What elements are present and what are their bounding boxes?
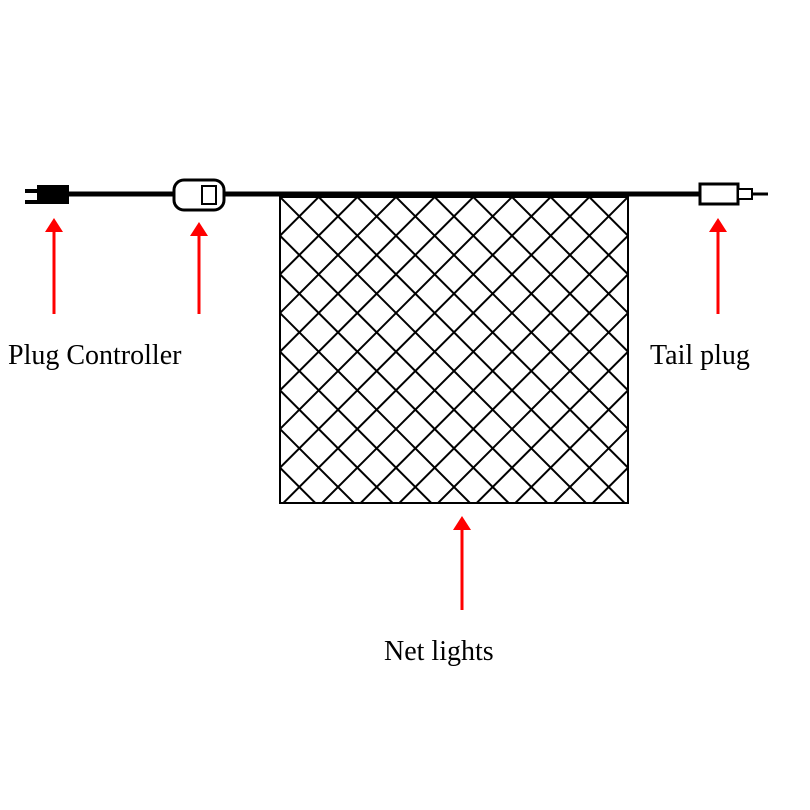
label-tail-plug: Tail plug <box>650 340 750 372</box>
tail-plug-outer <box>700 184 738 204</box>
tail-plug-inner <box>738 189 752 199</box>
net-mesh <box>0 0 810 810</box>
arrow-plug-head <box>45 218 63 232</box>
arrow-tail-head <box>709 218 727 232</box>
plug-body <box>37 185 69 204</box>
plug-prong-bottom <box>25 200 37 204</box>
arrow-net-head <box>453 516 471 530</box>
net-lights-diagram <box>0 0 810 810</box>
arrow-controller-head <box>190 222 208 236</box>
net-border <box>280 197 628 503</box>
plug-prong-top <box>25 189 37 193</box>
label-plug-controller: Plug Controller <box>8 340 181 372</box>
label-net-lights: Net lights <box>384 636 494 668</box>
